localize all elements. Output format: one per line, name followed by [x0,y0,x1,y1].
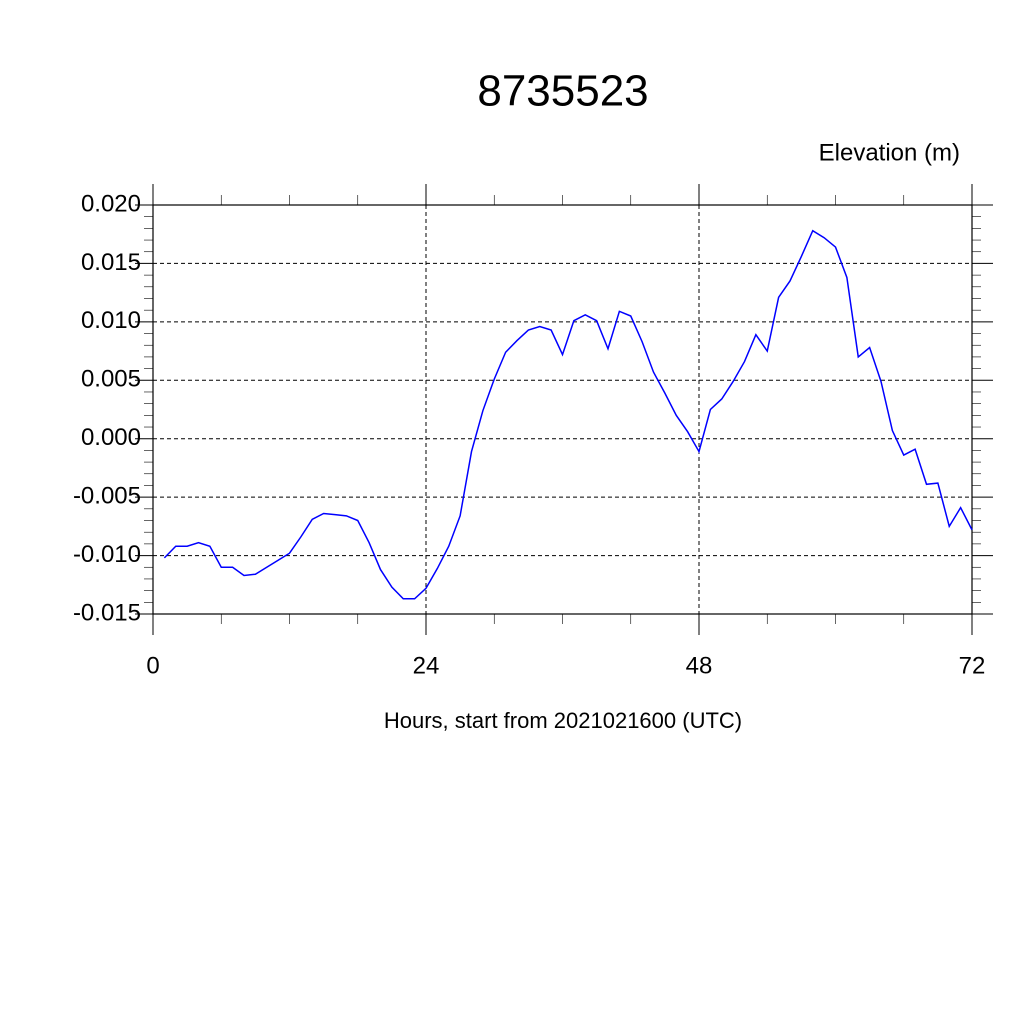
data-line [163,229,973,600]
y-tick-label: 0.005 [81,366,141,393]
y-tick-label: -0.010 [73,541,141,568]
plot-frame [152,204,973,615]
y-tick-label: 0.015 [81,249,141,276]
y-tick-label: 0.010 [81,307,141,334]
x-axis-label: Hours, start from 2021021600 (UTC) [384,708,742,733]
x-tick-label: 0 [146,652,159,679]
x-tick-label: 48 [686,652,713,679]
x-tick-label: 72 [959,652,986,679]
x-tick-label: 24 [413,652,440,679]
y-tick-label: -0.005 [73,482,141,509]
chart-title: 8735523 [477,67,648,116]
y-tick-label: -0.015 [73,599,141,626]
y-tick-label: 0.020 [81,190,141,217]
y-tick-label: 0.000 [81,424,141,451]
chart-subtitle: Elevation (m) [819,139,960,166]
